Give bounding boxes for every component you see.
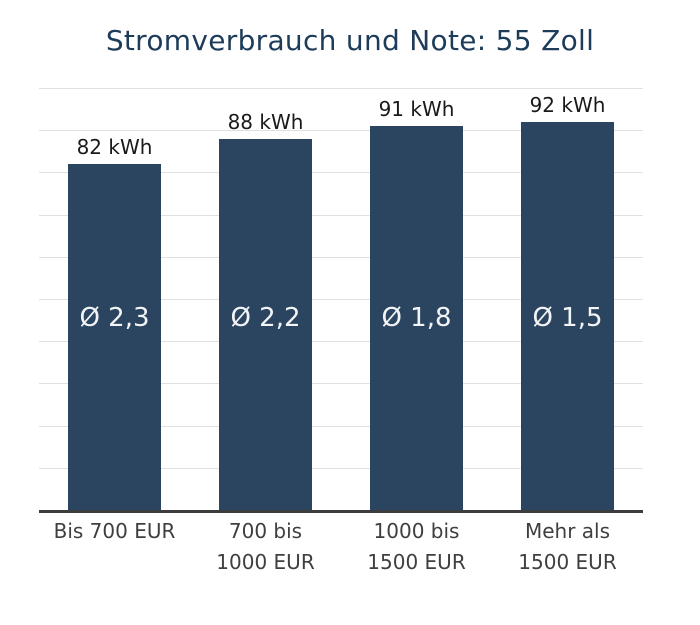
bar-value-label: 82 kWh [76,134,153,159]
chart-title: Stromverbrauch und Note: 55 Zoll [105,24,595,57]
bar-group: 92 kWh Ø 1,5 [492,88,643,510]
plot-area: 82 kWh Ø 2,3 88 kWh Ø 2,2 91 kWh Ø 1,8 9… [39,88,643,513]
bar-note-label: Ø 2,3 [79,303,150,333]
bar-group: 88 kWh Ø 2,2 [190,88,341,510]
x-axis-line [39,510,643,513]
bar-group: 82 kWh Ø 2,3 [39,88,190,510]
bar-note-label: Ø 1,8 [381,303,452,333]
x-axis-category-label: Bis 700 EUR [39,516,190,578]
bar: Ø 2,2 [219,138,312,510]
gridline [39,299,643,300]
x-axis-category-line: 1500 EUR [518,550,617,574]
x-axis-category-line: 1500 EUR [367,550,466,574]
bars-container: 82 kWh Ø 2,3 88 kWh Ø 2,2 91 kWh Ø 1,8 9… [39,88,643,510]
x-axis-category-line: Bis 700 EUR [53,519,176,543]
x-axis-category-label: Mehr als 1500 EUR [492,516,643,578]
bar-value-label: 88 kWh [227,109,304,134]
gridline [39,425,643,427]
x-axis-category-line: 1000 bis [373,519,460,543]
bar: Ø 1,8 [370,125,463,510]
gridline [39,172,643,174]
bar-value-label: 91 kWh [378,96,455,121]
x-axis-category-line: 1000 EUR [216,550,315,574]
bar-value-label: 92 kWh [529,92,606,117]
x-axis-labels: Bis 700 EUR 700 bis 1000 EUR 1000 bis 15… [39,516,643,578]
gridline [39,88,643,89]
gridline [39,383,643,385]
bar-note-label: Ø 1,5 [532,303,603,333]
x-axis-category-label: 1000 bis 1500 EUR [341,516,492,578]
x-axis-category-line: Mehr als [524,519,611,543]
gridline [39,256,643,258]
bar: Ø 2,3 [68,163,161,510]
x-axis-category-label: 700 bis 1000 EUR [190,516,341,578]
bar-note-label: Ø 2,2 [230,303,301,333]
x-axis-category-line: 700 bis [228,519,303,543]
bar: Ø 1,5 [521,121,614,510]
bar-group: 91 kWh Ø 1,8 [341,88,492,510]
gridline [39,467,643,469]
gridline [39,130,643,132]
gridline [39,214,643,216]
gridline [39,341,643,343]
